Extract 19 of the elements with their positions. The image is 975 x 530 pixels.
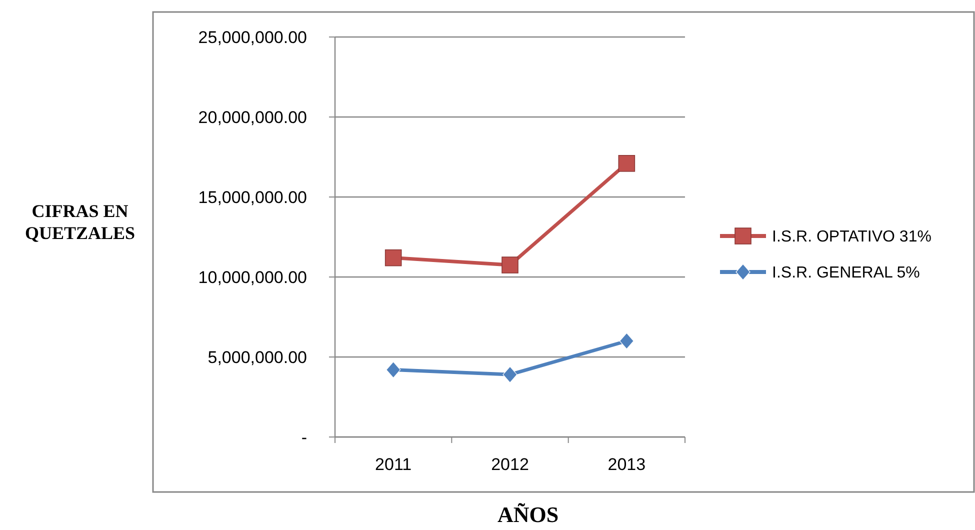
point [619,332,634,350]
point [502,366,518,383]
y-tick-label: 25,000,000.00 [198,28,307,47]
y-tick-label: 20,000,000.00 [198,108,307,127]
y-tick-label: 15,000,000.00 [198,188,307,207]
x-tick-label: 2011 [375,455,412,474]
x-axis-title: AÑOS [497,502,559,527]
point [618,155,636,172]
point [384,249,402,266]
legend-label: I.S.R. GENERAL 5% [772,264,920,282]
y-tick-label: 5,000,000.00 [208,348,307,367]
legend-label: I.S.R. OPTATIVO 31% [772,228,932,246]
x-tick-label: 2013 [608,455,646,474]
x-tick-label: 2012 [491,455,529,474]
point [502,256,518,274]
point [386,362,401,378]
y-tick-label: - [301,428,307,447]
y-tick-label: 10,000,000.00 [198,268,307,287]
y-axis-title: CIFRAS EN QUETZALES [24,201,136,243]
